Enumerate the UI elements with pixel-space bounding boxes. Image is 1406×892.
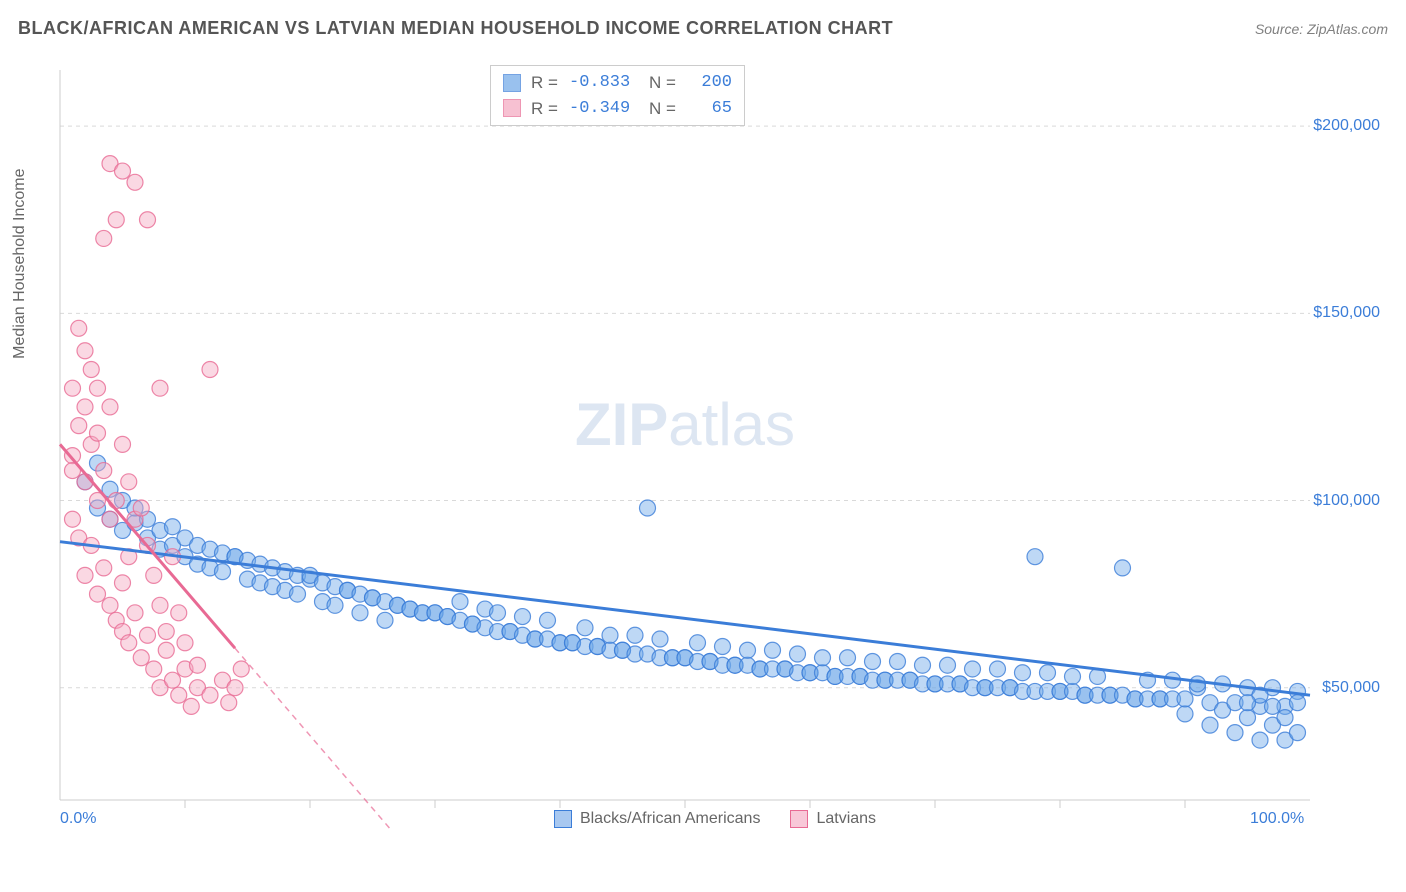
chart-container: Median Household Income ZIPatlas $50,000… [50, 60, 1380, 830]
n-value: 65 [687, 96, 732, 122]
source-label: Source: [1255, 21, 1307, 37]
series-swatch [503, 74, 521, 92]
legend-label: Latvians [816, 810, 876, 828]
svg-text:ZIPatlas: ZIPatlas [575, 391, 795, 458]
r-value: -0.349 [569, 96, 639, 122]
r-value: -0.833 [569, 70, 639, 96]
series-swatch [503, 99, 521, 117]
n-label: N = [649, 70, 677, 96]
source-attribution: Source: ZipAtlas.com [1255, 21, 1388, 37]
n-value: 200 [687, 70, 732, 96]
correlation-stats-box: R = -0.833 N = 200 R = -0.349 N = 65 [490, 65, 745, 126]
legend-item: Latvians [790, 810, 876, 828]
legend-item: Blacks/African Americans [554, 810, 761, 828]
r-label: R = [531, 96, 559, 122]
series-legend: Blacks/African Americans Latvians [50, 810, 1380, 828]
legend-swatch [554, 810, 572, 828]
n-label: N = [649, 96, 677, 122]
stats-row: R = -0.349 N = 65 [503, 96, 732, 122]
legend-swatch [790, 810, 808, 828]
r-label: R = [531, 70, 559, 96]
y-axis-label: Median Household Income [11, 168, 29, 358]
y-tick-label: $200,000 [1313, 117, 1380, 135]
y-tick-label: $50,000 [1322, 679, 1380, 697]
y-tick-label: $100,000 [1313, 492, 1380, 510]
chart-title: BLACK/AFRICAN AMERICAN VS LATVIAN MEDIAN… [18, 18, 893, 39]
legend-label: Blacks/African Americans [580, 810, 761, 828]
y-tick-label: $150,000 [1313, 304, 1380, 322]
source-name: ZipAtlas.com [1307, 21, 1388, 37]
stats-row: R = -0.833 N = 200 [503, 70, 732, 96]
scatter-chart: ZIPatlas [50, 60, 1380, 830]
